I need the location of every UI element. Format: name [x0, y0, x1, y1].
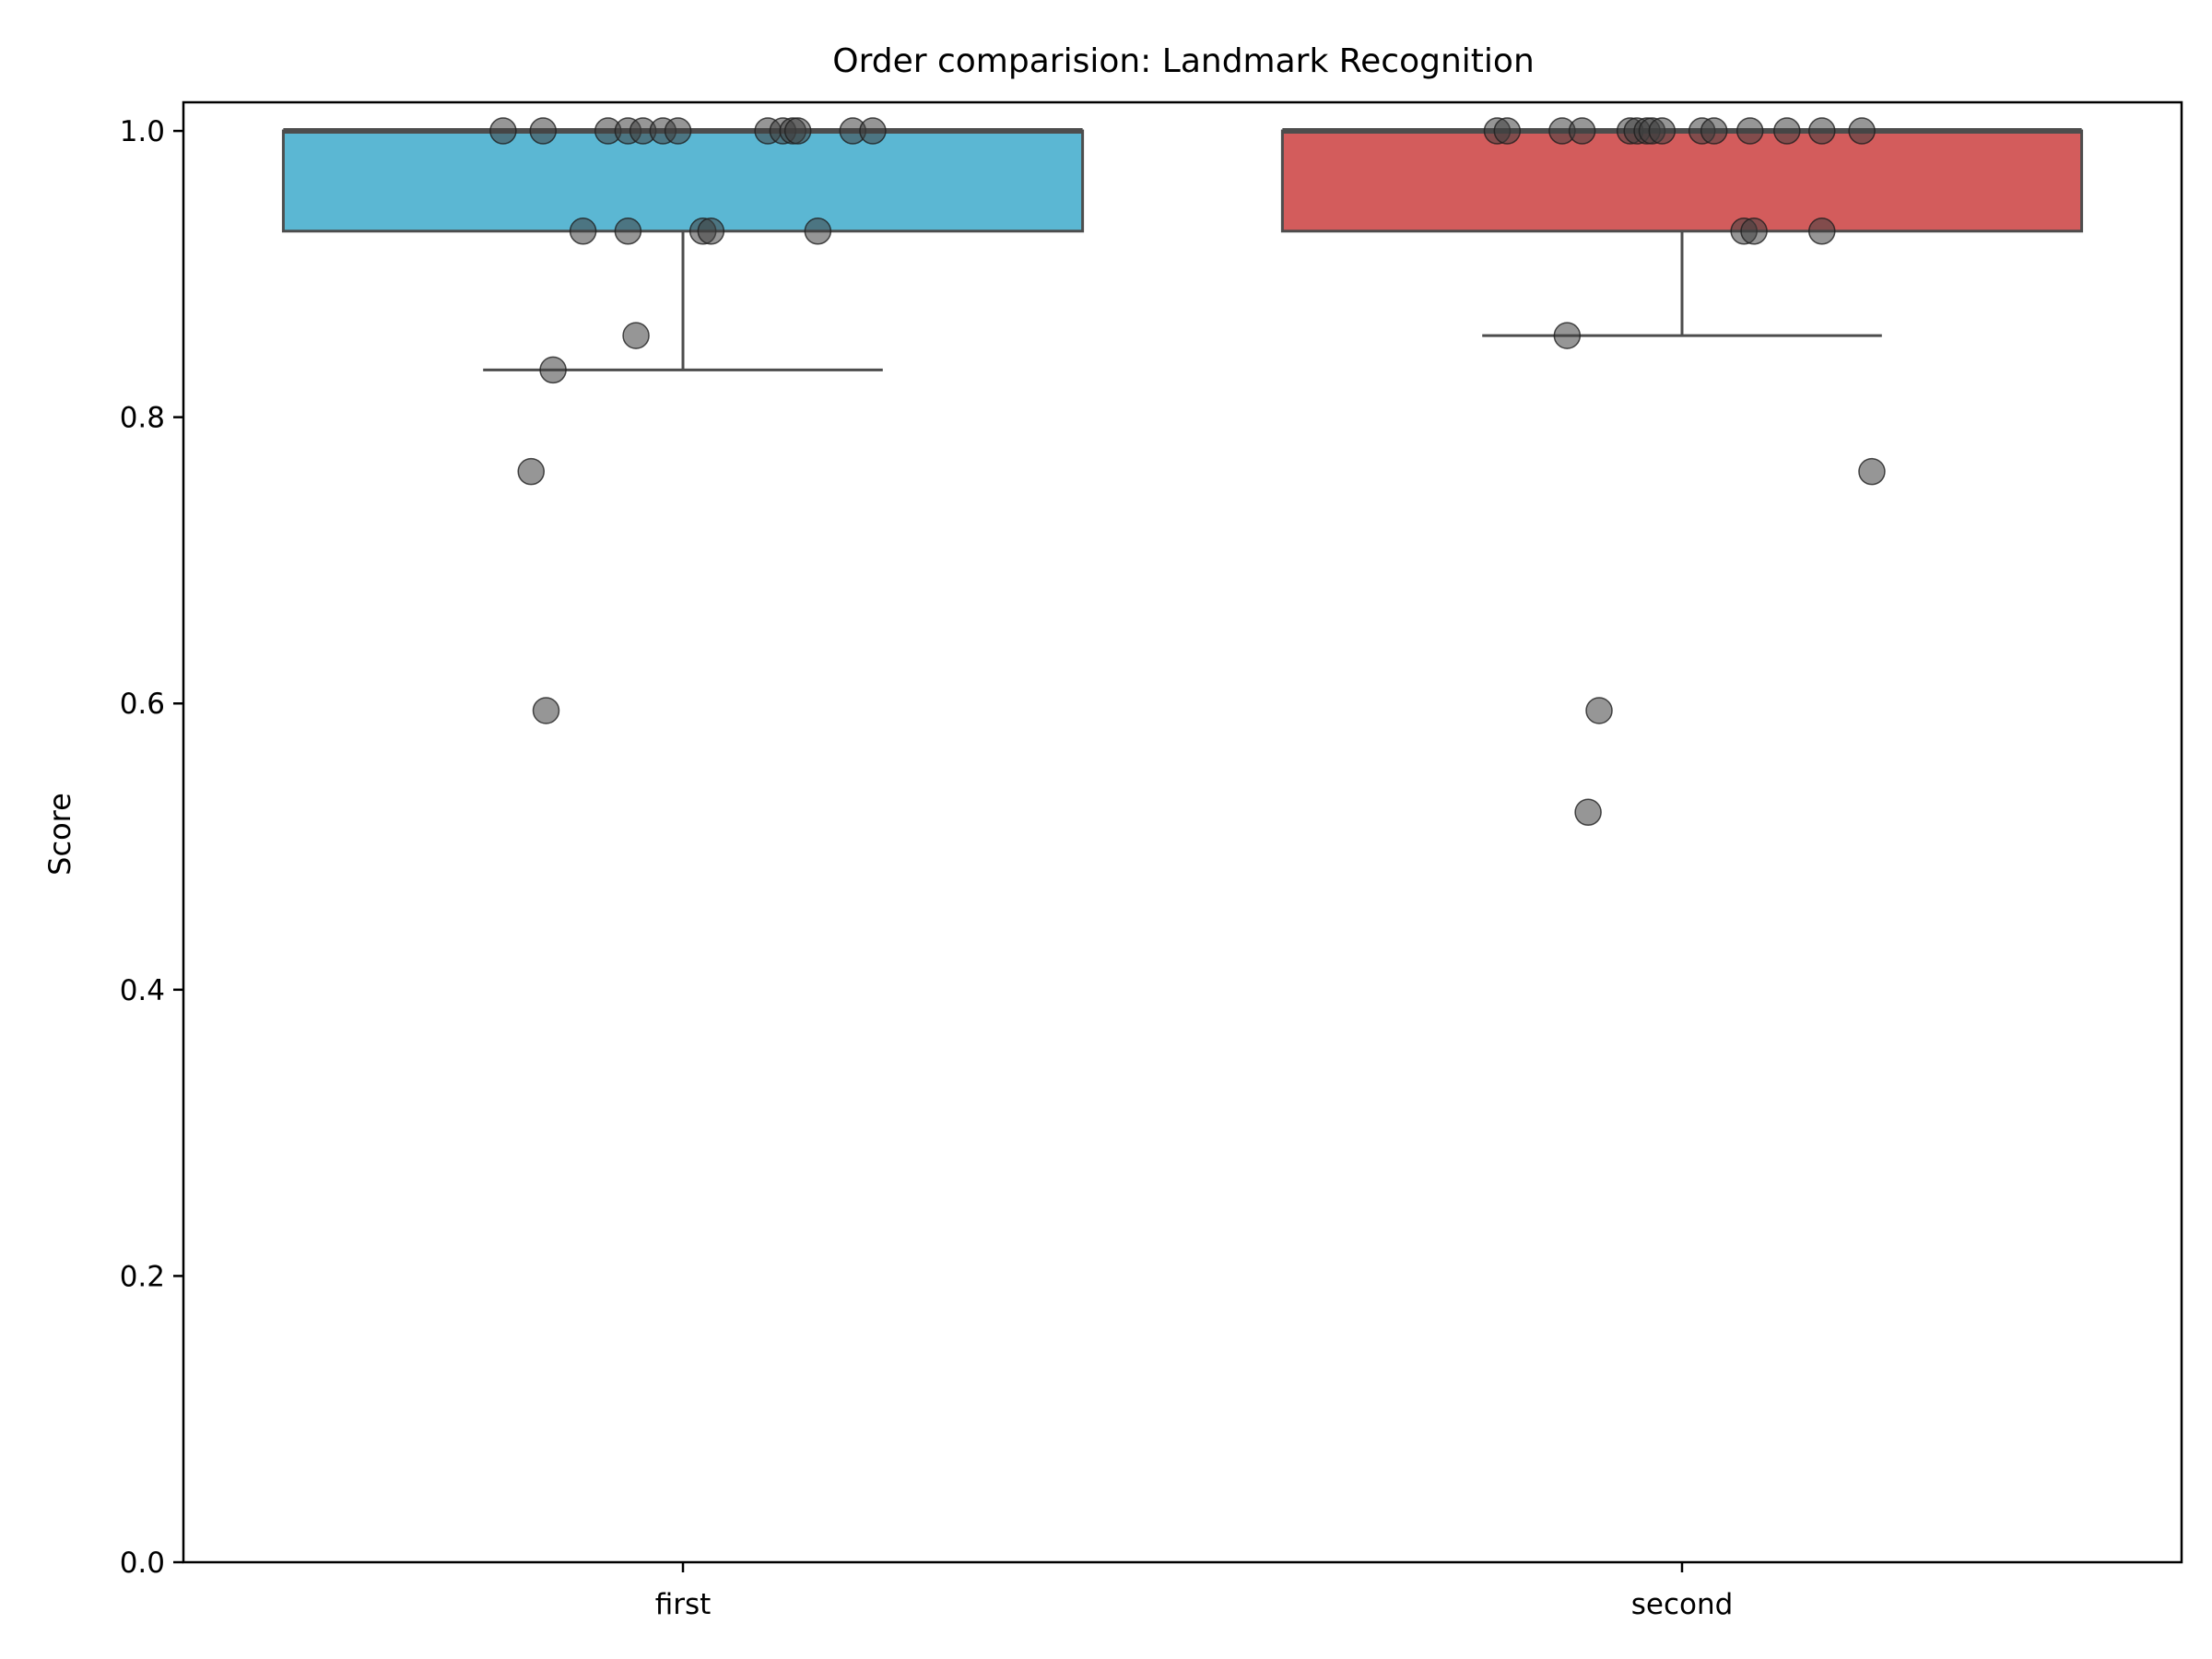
- x-tick-label-first: first: [655, 1588, 712, 1621]
- data-point-first-21: [532, 697, 560, 724]
- data-point-first-13: [569, 218, 597, 245]
- data-point-first-16: [697, 218, 725, 245]
- data-point-second-20: [1585, 697, 1613, 724]
- plot-frame: [182, 100, 2183, 1564]
- chart-title: Order comparision: Landmark Recognition: [832, 42, 1535, 80]
- data-point-first-6: [664, 117, 692, 145]
- data-point-second-10: [1700, 117, 1728, 145]
- data-point-second-1: [1493, 117, 1522, 145]
- data-point-first-12: [859, 117, 887, 145]
- data-point-first-19: [539, 356, 567, 384]
- data-point-second-11: [1735, 117, 1764, 145]
- y-tick-label-4: 0.8: [120, 402, 165, 435]
- points-layer: [489, 117, 1886, 827]
- data-point-first-14: [614, 218, 642, 245]
- data-point-second-17: [1808, 218, 1836, 245]
- data-point-second-19: [1858, 457, 1886, 486]
- y-tick-label-5: 1.0: [120, 115, 165, 148]
- y-tick-label-2: 0.4: [120, 974, 165, 1007]
- data-point-first-18: [622, 322, 650, 349]
- data-point-second-8: [1648, 117, 1677, 145]
- box-first: [281, 129, 1085, 233]
- y-tick-label-1: 0.2: [120, 1260, 165, 1293]
- data-point-second-13: [1808, 117, 1836, 145]
- boxes-layer: [281, 128, 2084, 371]
- y-axis-label: Score: [42, 793, 77, 876]
- x-tick-label-second: second: [1631, 1588, 1734, 1621]
- data-point-second-12: [1773, 117, 1801, 145]
- data-point-second-14: [1848, 117, 1876, 145]
- data-point-second-16: [1740, 218, 1768, 245]
- data-point-first-20: [517, 457, 545, 486]
- data-point-second-3: [1568, 117, 1596, 145]
- data-point-first-17: [804, 218, 832, 245]
- y-tick-label-3: 0.6: [120, 688, 165, 721]
- data-point-second-21: [1574, 798, 1602, 827]
- data-point-first-0: [489, 117, 517, 145]
- y-tick-label-0: 0.0: [120, 1547, 165, 1580]
- axes-layer: first second 0.0 0.2 0.4 0.6 0.8 1.0: [120, 115, 1734, 1621]
- data-point-first-1: [529, 117, 557, 145]
- box-second: [1280, 129, 2084, 233]
- data-point-second-18: [1553, 322, 1582, 349]
- data-point-first-10: [783, 117, 812, 145]
